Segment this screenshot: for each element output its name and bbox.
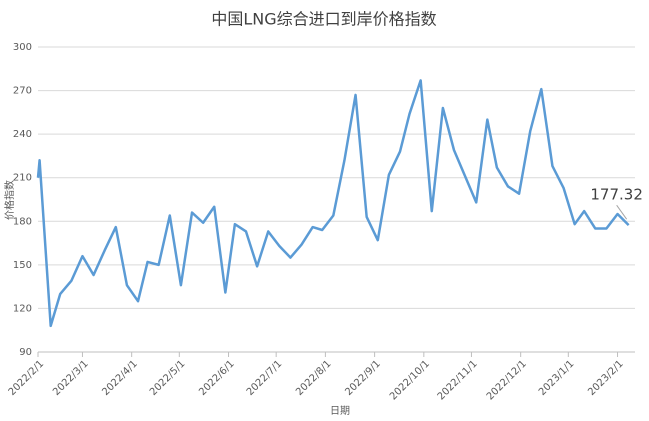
y-tick-label: 300 xyxy=(13,42,32,53)
x-tick-label: 2022/10/1 xyxy=(388,358,432,402)
x-tick-label: 2022/9/1 xyxy=(343,358,383,398)
chart-title: 中国LNG综合进口到岸价格指数 xyxy=(211,10,436,29)
label-leader xyxy=(616,204,628,220)
x-tick-label: 2022/2/1 xyxy=(7,358,47,398)
y-tick-label: 150 xyxy=(13,260,32,271)
x-tick-label: 2022/12/1 xyxy=(485,358,529,402)
y-tick-label: 270 xyxy=(13,86,32,97)
x-axis-title: 日期 xyxy=(330,405,350,417)
x-tick-label: 2022/3/1 xyxy=(51,358,91,398)
x-tick-label: 2022/4/1 xyxy=(100,358,140,398)
y-tick-label: 180 xyxy=(13,216,32,227)
x-tick-label: 2022/7/1 xyxy=(245,358,285,398)
y-tick-label: 210 xyxy=(13,173,32,184)
x-tick-label: 2022/11/1 xyxy=(436,358,480,402)
y-axis-title: 价格指数 xyxy=(3,180,16,220)
y-tick-label: 240 xyxy=(13,129,32,140)
line xyxy=(36,79,630,328)
x-tick-label: 2022/5/1 xyxy=(148,358,188,398)
x-tick-label: 2022/8/1 xyxy=(294,358,334,398)
y-tick-label: 90 xyxy=(19,347,32,358)
y-tick-label: 120 xyxy=(13,303,32,314)
x-tick-label: 2023/1/1 xyxy=(537,358,577,398)
data-label: 177.32 xyxy=(590,186,643,204)
x-tick-label: 2022/6/1 xyxy=(197,358,237,398)
x-tick-label: 2023/2/1 xyxy=(586,358,626,398)
